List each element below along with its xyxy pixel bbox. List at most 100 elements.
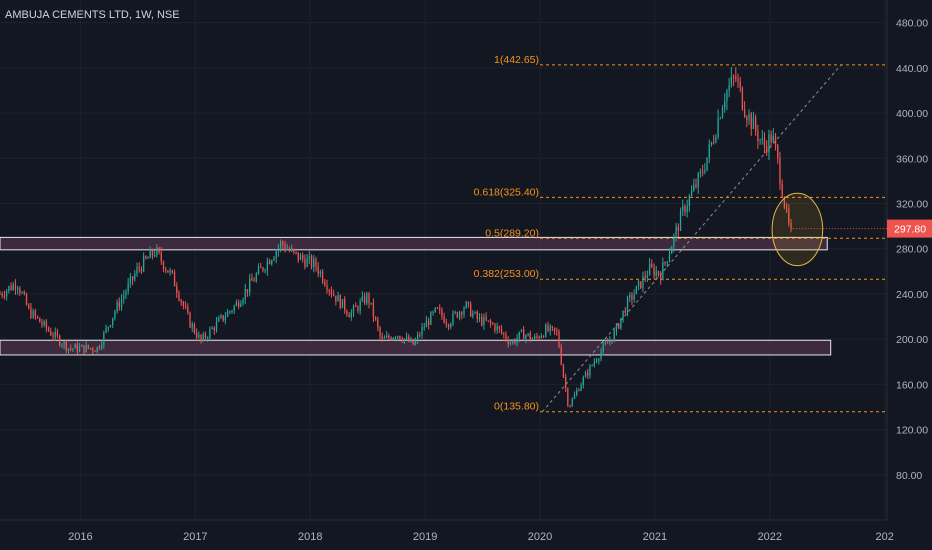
candle-body-down [489,320,492,324]
candle-body-down [377,319,379,328]
candle-body-up [609,340,611,343]
price-tick-label: 480.00 [896,18,928,30]
candle-body-up [706,157,708,171]
candle-body-down [746,116,748,121]
candle-body-down [522,329,525,339]
candle-body-down [167,270,169,273]
candle-body-up [350,312,352,318]
candle-body-up [127,283,129,292]
candle-body-down [401,339,403,342]
candle-body-up [622,310,624,319]
time-axis[interactable]: 2016 2017 2018 2019 2020 2021 2022 202 [68,531,894,543]
candle-body-up [458,312,461,318]
candle-body-down [677,226,679,231]
candle-body-down [436,307,439,309]
candle-body-down [34,310,37,317]
support-resistance-zones [0,236,832,356]
price-tick-label: 400.00 [896,108,928,120]
candle-body-down [195,332,198,338]
candle-body-up [620,318,622,329]
candle-body-down [755,117,757,131]
candle-body-up [240,303,242,307]
last-price-badge: 297.80 [792,219,932,238]
candle-body-down [180,300,182,302]
candle-body-up [112,317,114,326]
candle-body-down [131,276,134,280]
candle-body-down [701,171,704,173]
candle-body-up [266,260,269,271]
price-tick-label: 440.00 [896,63,928,75]
candle-body-down [3,295,6,297]
candle-body-up [635,285,638,295]
candle-body-up [231,310,233,312]
candle-body-down [374,317,377,320]
candle-body-up [235,302,238,306]
candle-body-down [777,145,779,159]
time-tick-label: 2022 [758,531,782,543]
candle-body-up [450,323,452,328]
candle-body-up [686,206,688,213]
candle-body-up [85,344,87,353]
candle-body-down [469,303,472,317]
candle-body-up [693,184,695,191]
candle-body-up [207,337,209,339]
candle-body-down [467,301,470,304]
candle-body-down [487,320,489,322]
candle-body-up [434,307,436,312]
candle-body-up [109,325,112,327]
candle-body-up [313,259,315,268]
candle-body-up [615,324,618,332]
candle-body-down [262,267,264,271]
candle-body-down [735,76,737,80]
candle-body-up [8,286,10,291]
candle-body-up [642,275,644,289]
candle-body-up [116,302,118,312]
time-tick-label: 2017 [183,531,207,543]
candle-body-down [564,376,567,389]
candle-body-up [277,247,280,252]
candle-body-up [120,298,123,308]
candle-body-up [704,170,706,173]
candle-body-up [147,257,149,259]
candle-body-up [768,134,770,153]
candle-body-down [785,207,788,209]
candle-body-down [653,266,655,276]
candle-body-up [604,342,607,345]
price-tick-label: 320.00 [896,198,928,210]
candle-body-down [335,295,337,302]
candles [0,67,792,408]
candle-body-up [662,262,664,280]
candle-body-up [125,291,127,296]
candle-body-up [63,341,65,346]
candle-body-up [549,326,551,331]
candle-body-up [668,253,671,262]
candle-body-down [538,336,540,339]
candle-body-down [348,314,350,318]
candle-body-down [50,330,52,336]
price-axis[interactable]: 80.00 120.00 160.00 200.00 240.00 280.00 320.0… [896,18,928,482]
candle-body-down [52,335,54,337]
candle-body-up [483,316,485,326]
candle-body-up [279,241,282,248]
candle-body-up [584,372,587,378]
candle-body-down [390,337,392,340]
candle-body-up [405,336,408,339]
candle-body-down [763,138,766,147]
candle-body-down [193,324,196,333]
candle-body-down [381,336,383,339]
candle-body-up [518,331,520,339]
candle-body-up [525,335,527,339]
candle-body-down [83,344,85,353]
candle-body-up [299,254,302,260]
candle-body-down [182,301,185,307]
candle-body-down [14,284,17,290]
fib-level-label: 0(135.80) [494,401,539,413]
candle-body-down [297,252,299,260]
time-tick-label: 2018 [298,531,322,543]
candle-body-up [191,324,193,328]
candle-body-down [158,247,160,253]
candle-body-up [719,118,721,120]
candle-body-up [366,293,368,304]
